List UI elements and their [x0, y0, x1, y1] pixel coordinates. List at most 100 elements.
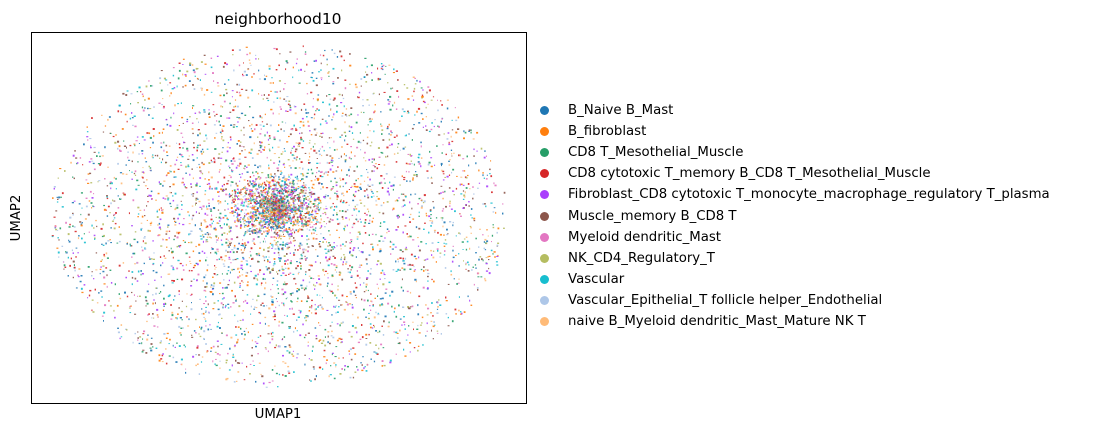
scatter-point — [192, 107, 193, 109]
scatter-point — [91, 271, 93, 273]
scatter-point — [280, 213, 283, 216]
scatter-point — [137, 184, 140, 186]
scatter-point — [409, 291, 412, 294]
scatter-point — [69, 223, 71, 226]
scatter-point — [270, 196, 272, 199]
scatter-point — [247, 164, 250, 166]
scatter-point — [461, 241, 464, 243]
scatter-point — [255, 307, 258, 309]
scatter-point — [196, 146, 199, 149]
scatter-point — [311, 72, 314, 74]
scatter-point — [478, 182, 481, 184]
scatter-point — [185, 368, 187, 370]
scatter-point — [171, 279, 174, 282]
scatter-point — [373, 195, 375, 197]
scatter-point — [193, 265, 196, 267]
scatter-point — [240, 88, 244, 90]
scatter-point — [100, 290, 103, 292]
scatter-point — [295, 158, 298, 161]
scatter-point — [188, 256, 191, 258]
scatter-point — [251, 157, 254, 159]
scatter-point — [109, 269, 112, 271]
scatter-point — [394, 246, 397, 248]
scatter-point — [232, 126, 235, 128]
scatter-point — [274, 175, 277, 177]
scatter-point — [171, 314, 174, 317]
scatter-point — [331, 353, 333, 356]
scatter-point — [244, 149, 246, 151]
scatter-point — [348, 303, 352, 305]
scatter-point — [393, 68, 395, 71]
scatter-point — [146, 132, 149, 134]
scatter-point — [402, 231, 404, 234]
scatter-point — [218, 216, 221, 219]
scatter-point — [422, 126, 424, 128]
scatter-point — [400, 286, 403, 289]
scatter-point — [239, 191, 242, 194]
scatter-point — [275, 186, 277, 189]
scatter-point — [371, 158, 373, 160]
scatter-point — [307, 345, 309, 347]
scatter-point — [270, 211, 273, 214]
scatter-point — [174, 235, 176, 237]
scatter-point — [141, 342, 143, 345]
scatter-point — [278, 212, 280, 214]
scatter-point — [369, 214, 371, 217]
scatter-point — [298, 288, 300, 291]
scatter-point — [449, 200, 451, 202]
scatter-point — [264, 220, 266, 222]
scatter-point — [208, 187, 211, 190]
scatter-point — [165, 303, 167, 305]
scatter-point — [141, 150, 144, 152]
scatter-point — [276, 97, 279, 99]
scatter-point — [465, 268, 467, 270]
scatter-point — [162, 98, 164, 100]
scatter-point — [387, 230, 390, 232]
scatter-point — [237, 276, 240, 279]
scatter-point — [256, 342, 259, 344]
scatter-point — [156, 314, 159, 316]
scatter-point — [58, 239, 60, 241]
scatter-point — [205, 300, 207, 302]
scatter-point — [397, 146, 399, 148]
scatter-point — [307, 168, 310, 171]
scatter-point — [267, 197, 269, 200]
scatter-point — [159, 157, 161, 159]
scatter-point — [275, 224, 277, 226]
scatter-point — [136, 91, 139, 93]
scatter-point — [92, 205, 94, 208]
scatter-point — [206, 89, 209, 91]
scatter-point — [451, 153, 453, 155]
scatter-point — [273, 101, 275, 103]
scatter-point — [251, 231, 254, 233]
scatter-point — [287, 370, 290, 373]
scatter-point — [323, 196, 326, 198]
scatter-point — [131, 178, 133, 180]
scatter-point — [318, 243, 321, 245]
scatter-point — [483, 241, 485, 243]
scatter-point — [300, 173, 303, 175]
scatter-point — [366, 99, 369, 101]
scatter-point — [271, 229, 272, 232]
scatter-point — [262, 224, 264, 226]
scatter-point — [280, 128, 282, 131]
scatter-point — [294, 150, 297, 153]
scatter-point — [298, 167, 301, 169]
scatter-point — [265, 75, 268, 77]
scatter-point — [99, 163, 101, 166]
scatter-point — [391, 143, 393, 146]
scatter-point — [369, 121, 371, 123]
scatter-point — [411, 139, 413, 141]
scatter-point — [269, 220, 272, 222]
scatter-point — [462, 190, 465, 192]
scatter-point — [201, 172, 204, 175]
scatter-point — [365, 258, 368, 261]
scatter-point — [483, 177, 485, 179]
scatter-point — [318, 153, 321, 156]
scatter-point — [102, 131, 105, 133]
scatter-point — [423, 200, 426, 203]
scatter-point — [232, 354, 234, 356]
scatter-point — [469, 188, 471, 190]
scatter-point — [291, 211, 294, 213]
scatter-point — [380, 63, 383, 65]
